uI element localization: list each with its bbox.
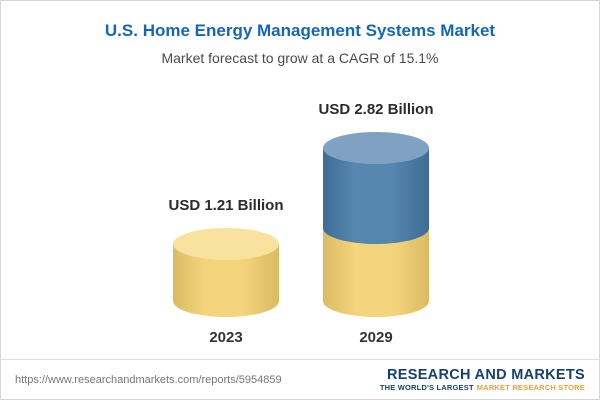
- axis-label-2023: 2023: [209, 329, 243, 346]
- logo-name: RESEARCH AND MARKETS: [387, 366, 585, 383]
- bar-2023-top-ellipse: [173, 228, 279, 261]
- footer: https://www.researchandmarkets.com/repor…: [1, 359, 599, 399]
- axis-label-2029: 2029: [359, 329, 393, 346]
- chart-subtitle: Market forecast to grow at a CAGR of 15.…: [161, 50, 439, 66]
- bar-2029-cylinder: [323, 131, 429, 317]
- logo-tagline-tail: MARKET RESEARCH STORE: [476, 382, 585, 392]
- chart-title: U.S. Home Energy Management Systems Mark…: [104, 21, 496, 40]
- source-url-link[interactable]: https://www.researchandmarkets.com/repor…: [15, 373, 282, 386]
- bar-2029-top-ellipse: [323, 131, 429, 164]
- chart-header: U.S. Home Energy Management Systems Mark…: [1, 1, 599, 66]
- bar-group-2023: USD 1.21 Billion 2023: [146, 197, 306, 347]
- logo-tagline-lead: THE WORLD'S LARGEST: [379, 382, 474, 392]
- bar-chart: USD 1.21 Billion 2023 USD 2.82 Billion 2…: [1, 89, 599, 347]
- bar-2029-value-label: USD 2.82 Billion: [318, 100, 434, 118]
- bar-2029-growth-segment: [323, 147, 429, 245]
- logo-tagline: THE WORLD'S LARGEST MARKET RESEARCH STORE: [379, 382, 585, 393]
- researchandmarkets-logo: RESEARCH AND MARKETS THE WORLD'S LARGEST…: [380, 367, 585, 392]
- bar-2023-cylinder: [173, 228, 279, 317]
- bar-2023-value-label: USD 1.21 Billion: [168, 197, 284, 215]
- bar-group-2029: USD 2.82 Billion 2029: [296, 101, 456, 347]
